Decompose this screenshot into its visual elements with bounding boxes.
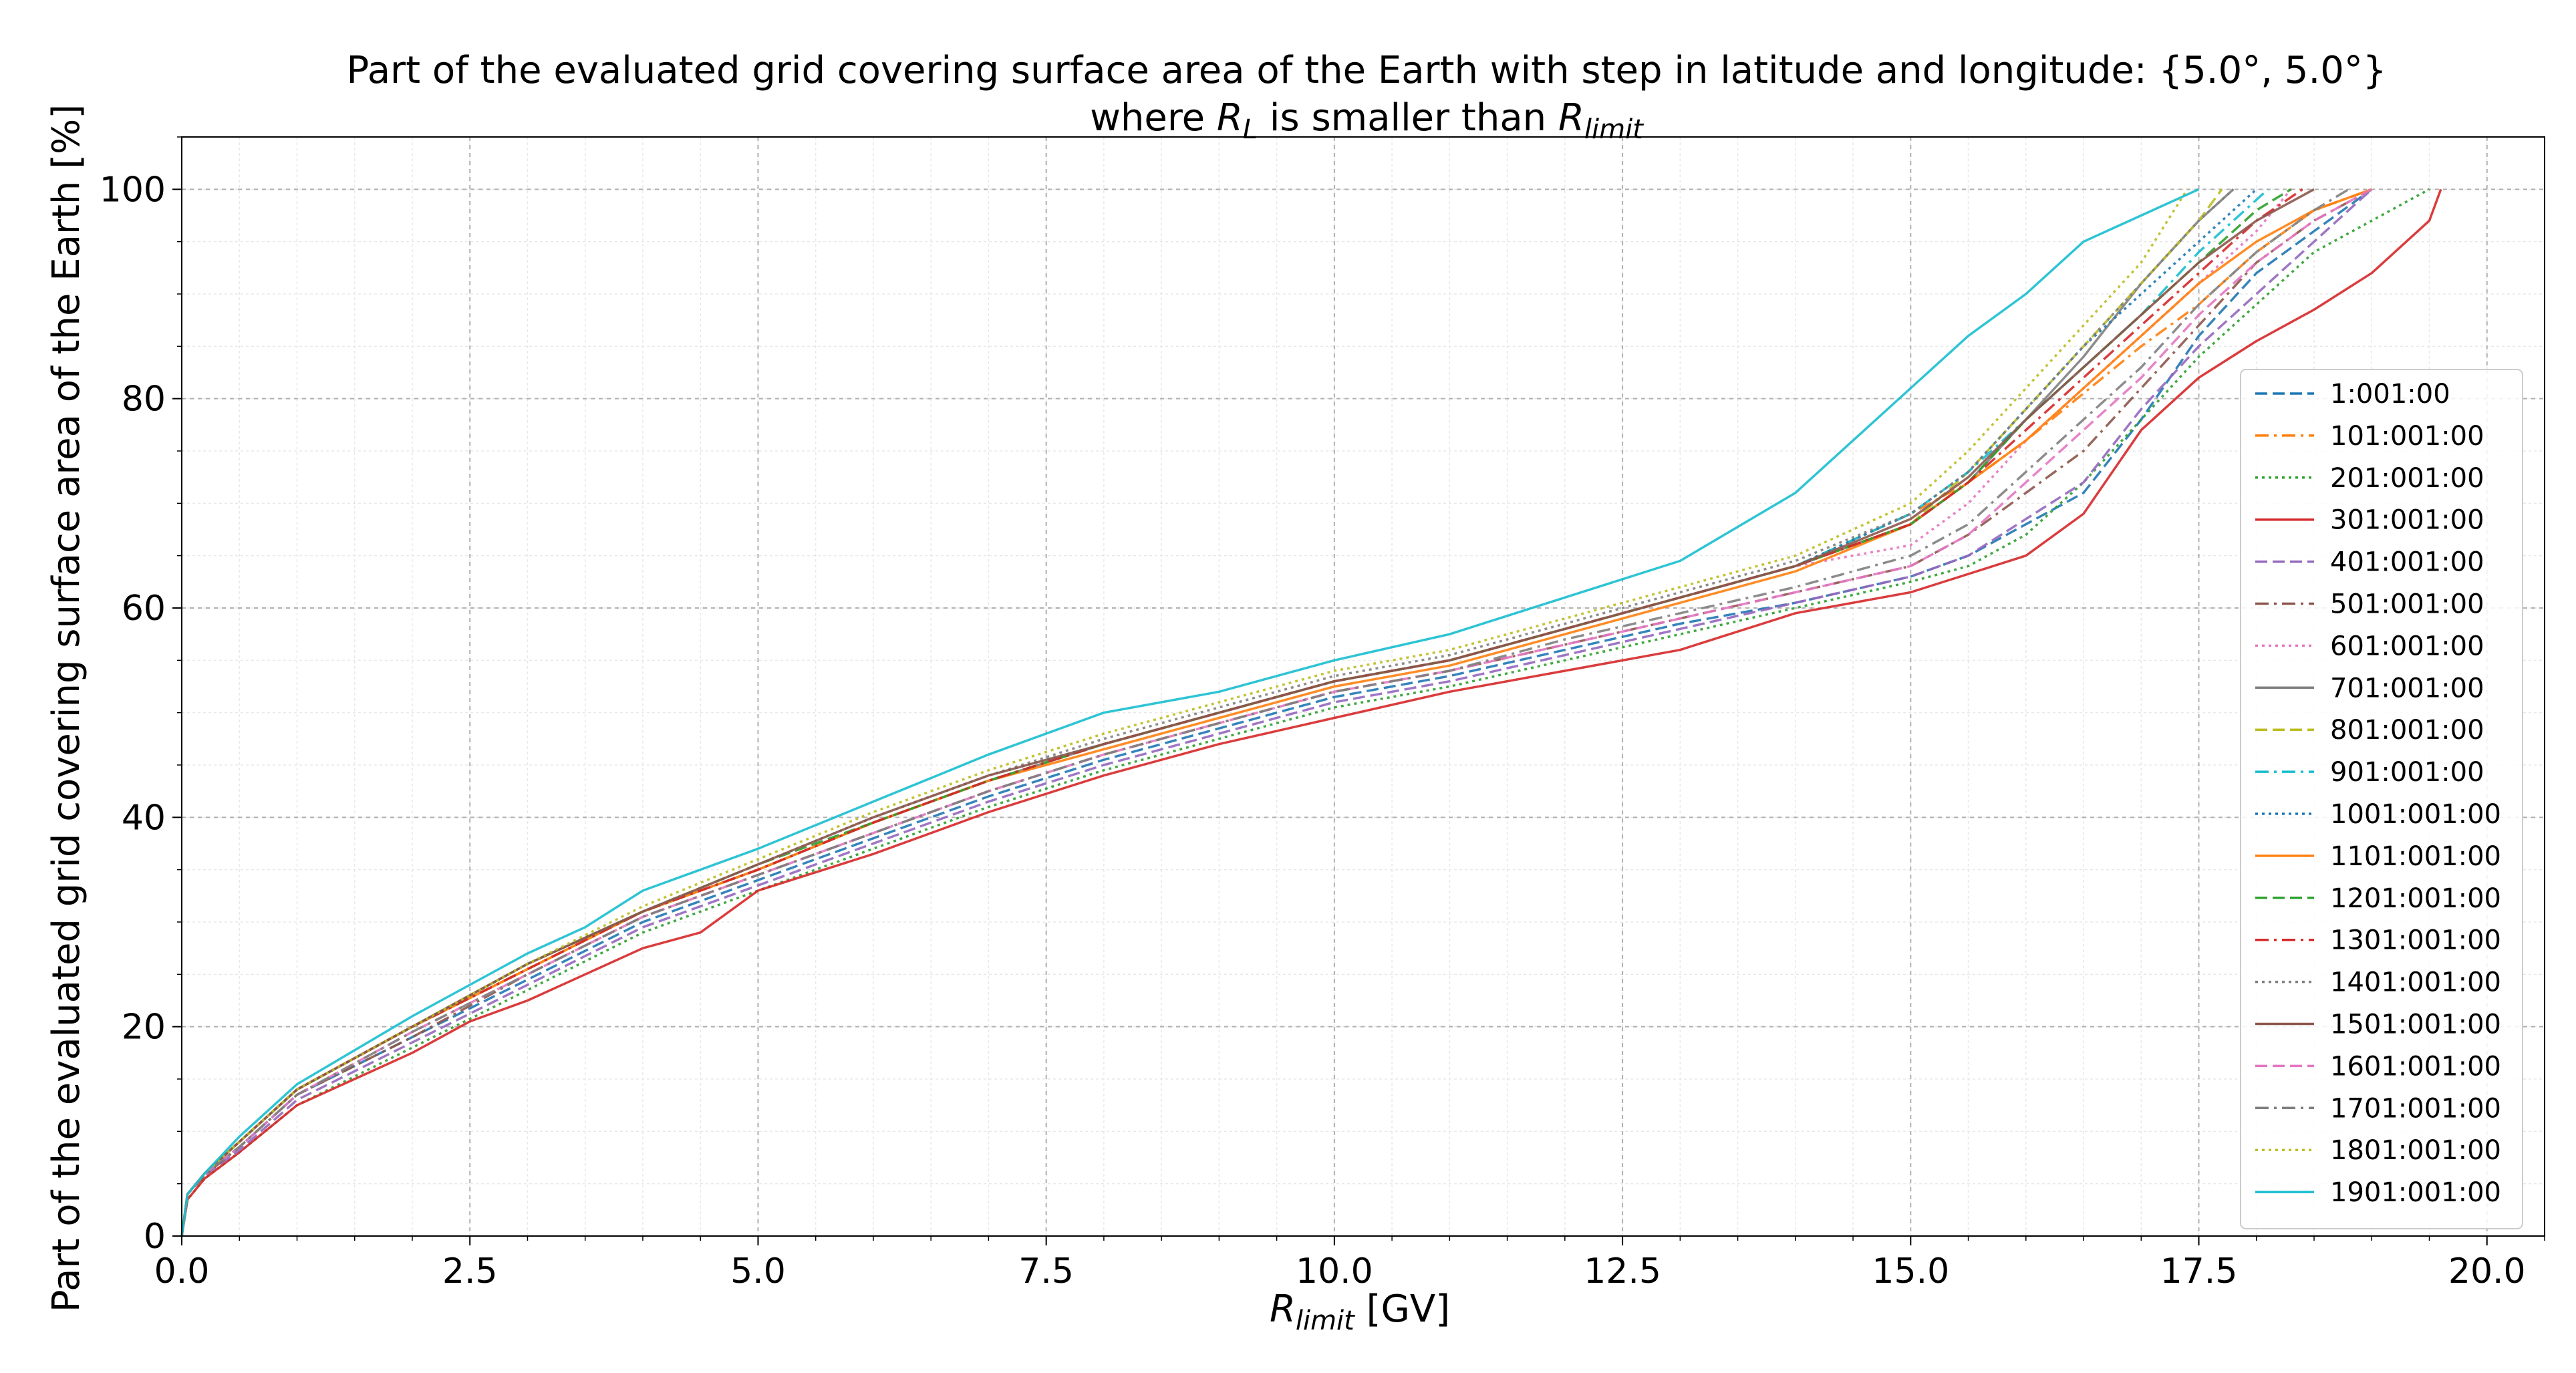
y-axis-label: Part of the evaluated grid covering surf… — [45, 104, 88, 1312]
series-line-19 — [180, 188, 2188, 1237]
legend-entry-label: 1901:001:00 — [2330, 1177, 2501, 1208]
legend-entry-label: 601:001:00 — [2330, 631, 2484, 661]
legend-entry-label: 101:001:00 — [2330, 421, 2484, 452]
y-tick-label: 80 — [122, 379, 166, 420]
legend-entry-label: 801:001:00 — [2330, 715, 2484, 746]
x-tick-label: 0.0 — [154, 1251, 210, 1291]
legend-entry-label: 301:001:00 — [2330, 505, 2484, 536]
chart-title-line1: Part of the evaluated grid covering surf… — [346, 49, 2386, 92]
x-axis-ticks: 0.0 2.5 5.0 7.5 10.0 12.5 15.0 17.5 20.0 — [154, 1236, 2545, 1291]
legend-entry-label: 1:001:00 — [2330, 379, 2450, 410]
series-line-18 — [180, 188, 2349, 1237]
series-line-20 — [180, 188, 2200, 1237]
x-tick-label: 15.0 — [1872, 1251, 1949, 1291]
legend-entry-label: 1701:001:00 — [2330, 1093, 2501, 1124]
x-tick-label: 2.5 — [442, 1251, 498, 1291]
legend-entry-label: 201:001:00 — [2330, 463, 2484, 494]
x-tick-label: 12.5 — [1584, 1251, 1661, 1291]
x-tick-label: 10.0 — [1296, 1251, 1373, 1291]
series-lines — [180, 188, 2442, 1237]
legend-box — [2240, 369, 2523, 1229]
plot-frame — [181, 136, 2545, 1237]
x-tick-label: 20.0 — [2448, 1251, 2526, 1291]
x-tick-label: 17.5 — [2160, 1251, 2238, 1291]
legend-entry-label: 901:001:00 — [2330, 757, 2484, 788]
y-tick-label: 40 — [122, 798, 166, 838]
legend-entry-label: 1801:001:00 — [2330, 1135, 2501, 1166]
legend-entry-label: 701:001:00 — [2330, 673, 2484, 704]
legend-entry-label: 1501:001:00 — [2330, 1010, 2501, 1040]
chart-title-line2: where RL is smaller than Rlimit — [1090, 96, 1644, 145]
series-line-4 — [180, 188, 2442, 1237]
legend-entry-label: 1201:001:00 — [2330, 883, 2501, 914]
legend-entry-label: 501:001:00 — [2330, 589, 2484, 620]
legend: 1:001:00 101:001:00 201:001:00 301:001:00 40… — [2240, 369, 2523, 1229]
legend-entry-label: 1601:001:00 — [2330, 1051, 2501, 1082]
x-tick-label: 5.0 — [730, 1251, 786, 1291]
y-tick-label: 60 — [122, 589, 166, 629]
legend-entry-label: 1301:001:00 — [2330, 925, 2501, 956]
x-axis-label: Rlimit [GV] — [1270, 1287, 1450, 1336]
legend-entry-label: 1101:001:00 — [2330, 841, 2501, 872]
y-tick-label: 20 — [122, 1008, 166, 1048]
legend-entry-label: 1401:001:00 — [2330, 967, 2501, 998]
x-tick-label: 7.5 — [1018, 1251, 1074, 1291]
y-tick-label: 0 — [144, 1217, 166, 1257]
legend-entry-label: 1001:001:00 — [2330, 799, 2501, 830]
series-line-5 — [180, 188, 2373, 1237]
legend-entry-label: 401:001:00 — [2330, 547, 2484, 578]
y-tick-label: 100 — [100, 170, 166, 210]
y-axis-ticks: 0 20 40 60 80 100 — [100, 136, 182, 1257]
series-line-6 — [180, 188, 2373, 1237]
